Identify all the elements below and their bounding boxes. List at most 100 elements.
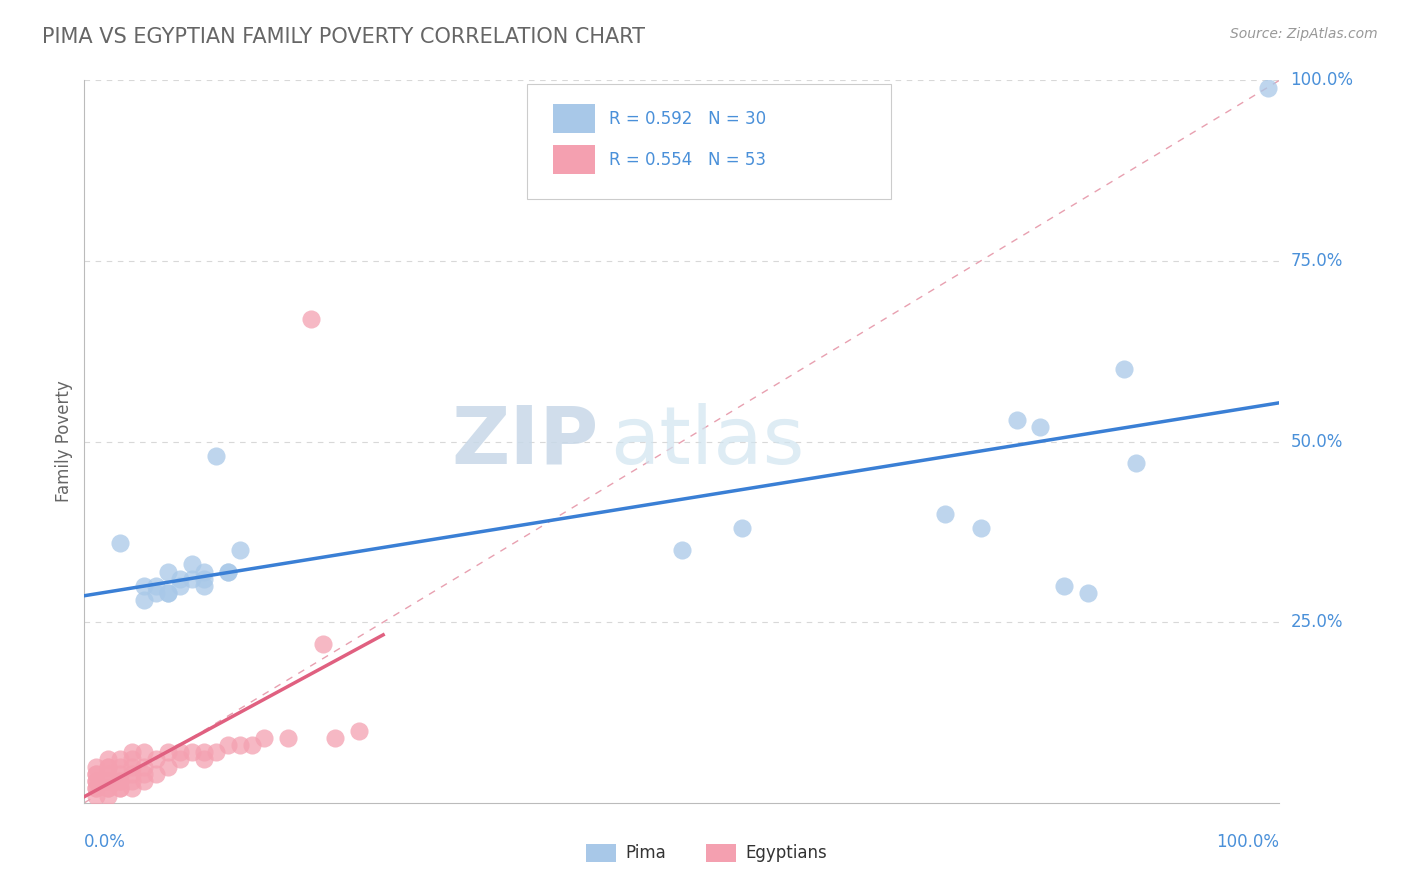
Text: Source: ZipAtlas.com: Source: ZipAtlas.com [1230, 27, 1378, 41]
Point [157, 745, 180, 759]
Point [121, 781, 143, 796]
Point [181, 558, 204, 572]
Point [312, 637, 335, 651]
Point [110, 752, 132, 766]
Point [181, 572, 204, 586]
Point [169, 579, 191, 593]
Point [253, 731, 276, 745]
Point [934, 507, 956, 521]
Point [86, 774, 108, 789]
Point [110, 774, 132, 789]
FancyBboxPatch shape [527, 84, 891, 200]
Point [86, 774, 108, 789]
Point [217, 565, 239, 579]
Point [121, 767, 143, 781]
Point [110, 781, 132, 796]
Point [97, 760, 120, 774]
Point [97, 774, 120, 789]
Point [110, 781, 132, 796]
Text: PIMA VS EGYPTIAN FAMILY POVERTY CORRELATION CHART: PIMA VS EGYPTIAN FAMILY POVERTY CORRELAT… [42, 27, 645, 46]
Point [121, 745, 143, 759]
Point [157, 565, 180, 579]
Point [145, 752, 167, 766]
Point [86, 781, 108, 796]
Point [132, 774, 156, 789]
Point [97, 781, 120, 796]
Point [86, 781, 108, 796]
FancyBboxPatch shape [586, 845, 616, 863]
Point [86, 760, 108, 774]
Point [325, 731, 347, 745]
Point [145, 579, 167, 593]
Text: 50.0%: 50.0% [1291, 433, 1343, 450]
Text: 100.0%: 100.0% [1291, 71, 1354, 89]
Point [132, 767, 156, 781]
Point [121, 774, 143, 789]
Point [1077, 586, 1099, 600]
Point [169, 752, 191, 766]
Point [110, 767, 132, 781]
Text: ZIP: ZIP [451, 402, 599, 481]
Point [1125, 456, 1147, 470]
Point [121, 760, 143, 774]
Point [229, 542, 252, 557]
Point [1029, 420, 1052, 434]
Point [145, 586, 167, 600]
Point [1114, 362, 1136, 376]
Point [671, 542, 693, 557]
Text: Egyptians: Egyptians [745, 845, 827, 863]
Point [132, 593, 156, 607]
Point [240, 738, 263, 752]
Point [169, 745, 191, 759]
Point [132, 760, 156, 774]
Point [157, 760, 180, 774]
Point [349, 723, 371, 738]
Point [169, 572, 191, 586]
Point [110, 774, 132, 789]
Point [205, 745, 228, 759]
Point [132, 579, 156, 593]
Point [97, 767, 120, 781]
Point [193, 752, 215, 766]
Point [217, 738, 239, 752]
Point [145, 767, 167, 781]
Point [229, 738, 252, 752]
Text: 75.0%: 75.0% [1291, 252, 1343, 270]
Point [205, 449, 228, 463]
Point [1257, 80, 1279, 95]
Point [157, 586, 180, 600]
Point [97, 774, 120, 789]
Point [97, 752, 120, 766]
Point [193, 745, 215, 759]
Point [193, 579, 215, 593]
Point [1005, 413, 1028, 427]
Point [277, 731, 299, 745]
Text: 100.0%: 100.0% [1216, 833, 1279, 851]
FancyBboxPatch shape [553, 145, 595, 174]
Text: 25.0%: 25.0% [1291, 613, 1343, 632]
Text: R = 0.554   N = 53: R = 0.554 N = 53 [609, 151, 766, 169]
Point [301, 311, 323, 326]
Point [217, 565, 239, 579]
Point [731, 521, 754, 535]
Text: Pima: Pima [626, 845, 666, 863]
Point [97, 760, 120, 774]
Point [86, 767, 108, 781]
Point [121, 752, 143, 766]
Point [86, 767, 108, 781]
Text: R = 0.592   N = 30: R = 0.592 N = 30 [609, 110, 766, 128]
Point [110, 760, 132, 774]
Y-axis label: Family Poverty: Family Poverty [55, 381, 73, 502]
Point [181, 745, 204, 759]
Point [86, 789, 108, 803]
Point [193, 565, 215, 579]
Point [157, 586, 180, 600]
Point [110, 535, 132, 549]
Point [970, 521, 993, 535]
FancyBboxPatch shape [706, 845, 735, 863]
Point [97, 789, 120, 803]
FancyBboxPatch shape [553, 104, 595, 133]
Text: 0.0%: 0.0% [84, 833, 127, 851]
Point [1053, 579, 1076, 593]
Point [193, 572, 215, 586]
